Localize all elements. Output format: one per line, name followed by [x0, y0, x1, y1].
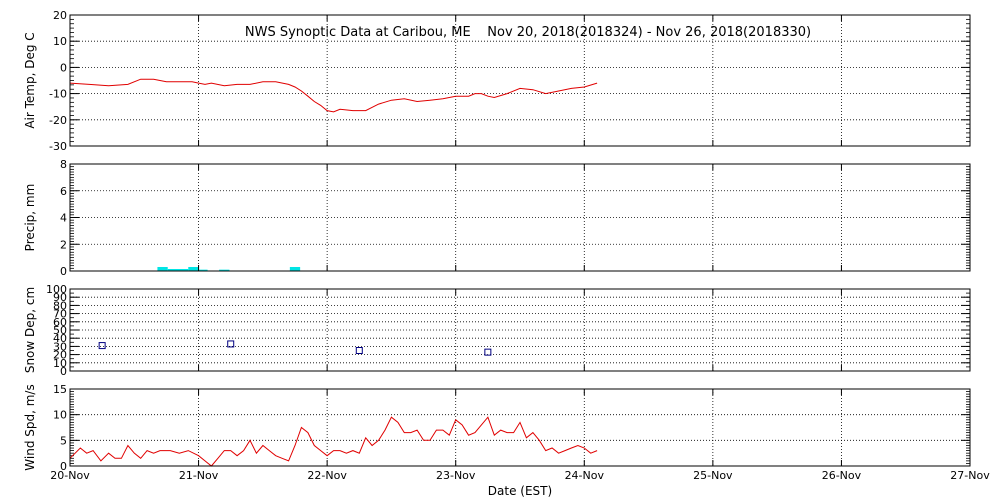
x-axis-label: Date (EST) — [488, 484, 552, 498]
temp-y-tick-label: -10 — [49, 88, 67, 101]
x-tick-label: 20-Nov — [50, 469, 90, 482]
temp-y-axis-label: Air Temp, Deg C — [23, 32, 37, 128]
wind-y-tick-label: 0 — [60, 460, 67, 473]
precip-y-tick-label: 8 — [60, 158, 67, 171]
precip-y-tick-label: 2 — [60, 238, 67, 251]
precip-panel: 0 2 4 6 8 Precip, mm — [23, 158, 971, 278]
x-tick-label: 22-Nov — [307, 469, 347, 482]
wind-panel: 0 5 10 15 Wind Spd, m/s — [23, 383, 971, 473]
temp-y-tick-label: -30 — [49, 140, 67, 153]
temp-y-tick-label: 10 — [53, 35, 67, 48]
snow-y-tick-label: 70 — [53, 308, 67, 321]
snow-y-tick-label: 20 — [53, 349, 67, 362]
wind-y-tick-label: 15 — [53, 383, 67, 396]
wind-y-tick-label: 5 — [60, 434, 67, 447]
precip-bar — [157, 266, 168, 271]
snow-point — [484, 348, 492, 356]
temp-y-tick-label: -20 — [49, 114, 67, 127]
precip-bar — [289, 266, 301, 271]
snow-frame — [69, 288, 971, 372]
wind-frame — [69, 388, 971, 467]
snow-point — [98, 342, 106, 350]
wind-y-tick-label: 10 — [53, 409, 67, 422]
wind-y-axis-label: Wind Spd, m/s — [23, 384, 37, 470]
snow-y-tick-label: 100 — [46, 283, 67, 296]
precip-y-axis-label: Precip, mm — [23, 184, 37, 252]
temp-y-tick-label: 0 — [60, 61, 67, 74]
snow-point — [355, 347, 363, 354]
precip-y-tick-label: 0 — [60, 265, 67, 278]
precip-bar — [219, 269, 230, 271]
x-tick-label: 25-Nov — [693, 469, 733, 482]
precip-frame — [69, 163, 971, 272]
x-tick-label: 24-Nov — [565, 469, 605, 482]
x-tick-label: 21-Nov — [179, 469, 219, 482]
precip-bar — [188, 266, 199, 271]
snow-y-tick-label: 40 — [53, 332, 67, 345]
precip-y-tick-label: 4 — [60, 212, 67, 225]
snow-y-tick-label: 10 — [53, 357, 67, 370]
chart-title: NWS Synoptic Data at Caribou, ME Nov 20,… — [245, 25, 811, 40]
x-tick-label: 23-Nov — [436, 469, 476, 482]
precip-bar — [178, 268, 189, 271]
snow-y-tick-label: 90 — [53, 291, 67, 304]
wind-series-line — [69, 416, 598, 467]
snow-y-tick-label: 0 — [60, 365, 67, 378]
precip-bar — [197, 269, 208, 271]
snow-y-tick-label: 60 — [53, 316, 67, 329]
x-tick-label: 26-Nov — [822, 469, 862, 482]
x-tick-label: 27-Nov — [950, 469, 990, 482]
temp-y-tick-label: 20 — [53, 9, 67, 22]
snow-point — [227, 340, 235, 348]
temp-frame — [69, 14, 971, 147]
snow-y-axis-label: Snow Dep, cm — [23, 287, 37, 373]
snow-y-tick-label: 80 — [53, 299, 67, 312]
precip-bar — [167, 268, 178, 271]
snow-y-tick-label: 30 — [53, 340, 67, 353]
temp-panel: -30 -20 -10 0 10 20 Air Temp, Deg C — [23, 9, 971, 153]
snow-y-tick-label: 50 — [53, 324, 67, 337]
temp-series-line — [69, 78, 598, 113]
precip-y-tick-label: 6 — [60, 185, 67, 198]
